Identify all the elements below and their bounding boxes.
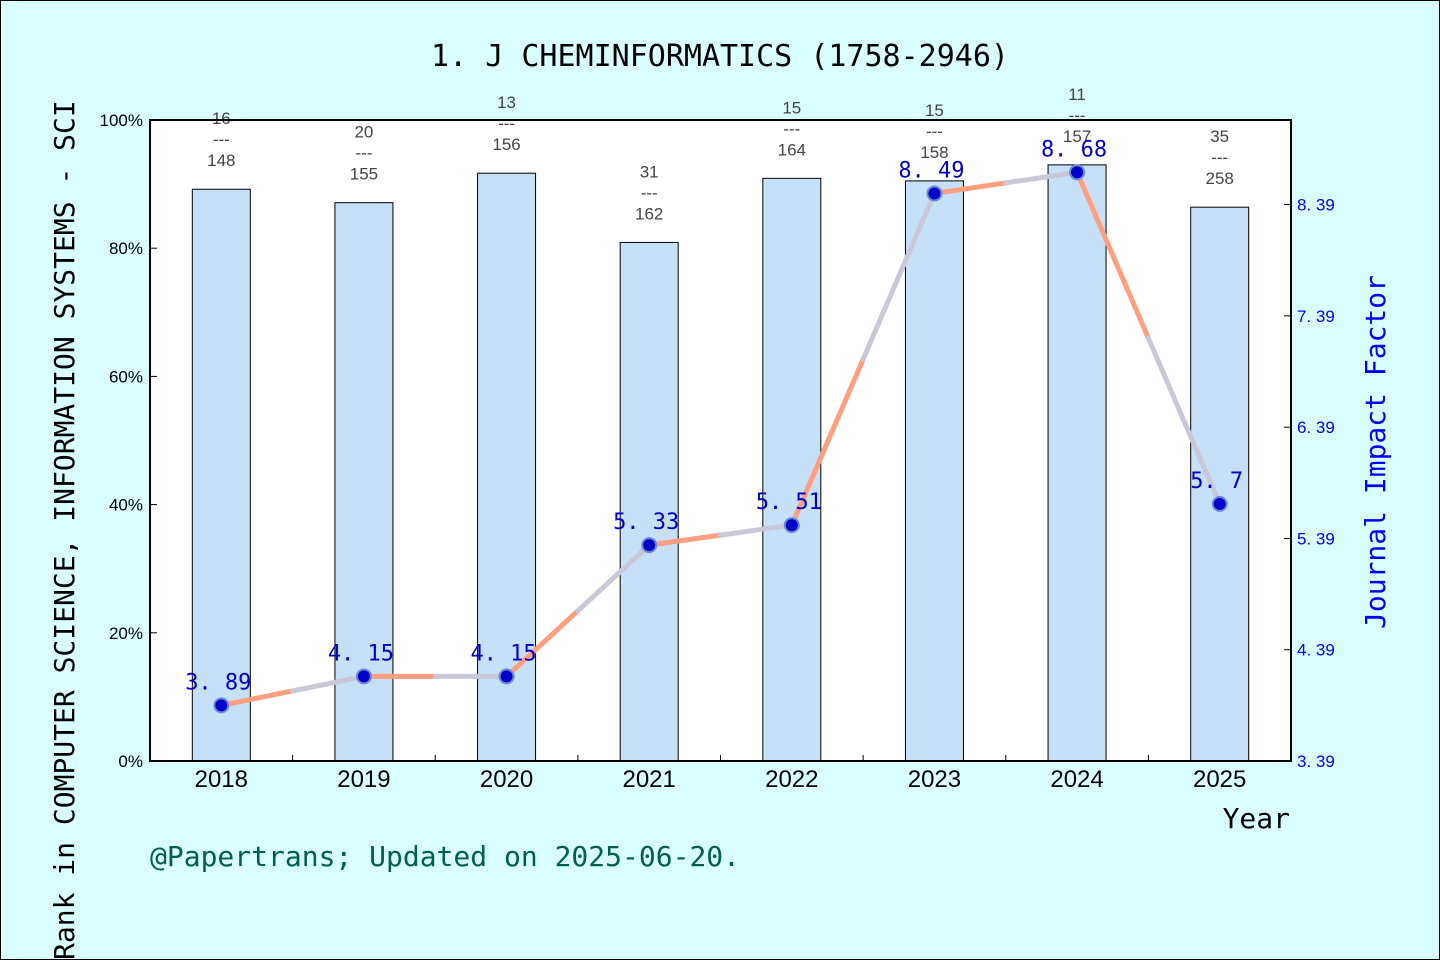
x-tick-label-2018: 2018 [195,766,248,793]
line-segment-2024-b [1145,335,1223,507]
x-tick-label-2019: 2019 [337,766,390,793]
footer-credit: @Papertrans; Updated on 2025-06-20. [150,840,740,873]
right-axis-title: Journal Impact Factor [1359,275,1392,629]
rank-dashes-2024: --- [1069,106,1086,125]
right-tick-label: 3. 39 [1297,752,1335,771]
jif-point-2021 [641,537,658,554]
bar-2025 [1190,206,1250,762]
x-tick-label-2021: 2021 [622,766,675,793]
line-segment-2020-a [504,608,581,679]
left-tick-label: 20% [109,624,143,643]
jif-label-2021: 5. 33 [613,510,679,535]
line-segment-2020-b [575,542,652,614]
jif-label-2025: 5. 7 [1190,469,1243,494]
line-segment-2023-a [931,180,1009,196]
rank-labels-layer: 16 --- 148 20 --- 155 13 --- 156 31 --- 162 15 --- 164… [207,85,1234,224]
rank-denominator-2024: 157 [1063,127,1091,146]
bar-2022 [762,177,822,762]
rank-numerator-2018: 16 [212,109,231,128]
rank-numerator-2022: 15 [782,98,801,117]
rank-denominator-2020: 156 [492,135,520,154]
left-axis-ticks: 0% 20% 40% 60% 80% 100% [100,111,157,771]
rank-denominator-2025: 258 [1206,169,1234,188]
line-segment-2023-b [1003,169,1080,186]
rank-dashes-2020: --- [498,114,515,133]
chart-title: 1. J CHEMINFORMATICS (1758-2946) [431,39,1009,74]
plot-area [150,120,1291,761]
left-tick-label: 40% [109,496,143,515]
line-segment-2018-b [290,673,367,694]
bar-2018 [191,188,251,762]
rank-dashes-2018: --- [213,130,230,149]
bar-2019 [334,202,394,762]
points-layer [213,164,1228,714]
bar-2021 [619,241,679,762]
line-segment-2021-a [646,532,723,548]
x-tick-label-2022: 2022 [765,766,818,793]
left-tick-label: 80% [109,239,143,258]
value-labels-layer: 3. 89 4. 15 4. 15 5. 33 5. 51 8. 49 8. 68 5. 7 [185,137,1243,695]
line-layer [218,169,1223,708]
bar-2020 [477,172,537,762]
rank-numerator-2019: 20 [354,123,373,142]
right-axis-ticks: 3. 39 4. 39 5. 39 6. 39 7. 39 8. 39 [1284,196,1335,771]
rank-numerator-2025: 35 [1210,127,1229,146]
jif-point-2019 [355,668,372,685]
left-tick-label: 0% [118,752,143,771]
bar-2023 [904,180,964,762]
line-segment-2024-a [1074,169,1151,341]
rank-denominator-2022: 164 [778,140,806,159]
line-segment-2018-a [218,688,296,708]
rank-dashes-2023: --- [926,122,943,141]
line-segment-2022-a [789,356,866,528]
x-axis-ticks: 2018 2019 2020 2021 2022 2023 2024 2025 [149,755,1292,793]
right-tick-label: 6. 39 [1297,418,1335,437]
left-tick-label: 60% [109,367,143,386]
rank-denominator-2018: 148 [207,151,235,170]
rank-numerator-2023: 15 [925,101,944,120]
x-tick-label-2023: 2023 [908,766,961,793]
bar-2024 [1047,164,1107,762]
right-tick-label: 4. 39 [1297,641,1335,660]
jif-point-2022 [783,517,800,534]
rank-denominator-2023: 158 [920,143,948,162]
jif-point-2020 [498,668,515,685]
jif-point-2023 [926,185,943,202]
x-tick-label-2025: 2025 [1193,766,1246,793]
jif-point-2024 [1069,164,1086,181]
jif-point-2018 [213,697,230,714]
line-segment-2021-b [718,522,795,538]
rank-numerator-2021: 31 [640,162,659,181]
x-axis-title: Year [1223,802,1290,835]
jif-label-2024: 8. 68 [1041,137,1107,162]
rank-denominator-2019: 155 [350,165,378,184]
rank-dashes-2022: --- [783,119,800,138]
rank-dashes-2025: --- [1211,148,1228,167]
left-tick-label: 100% [100,111,143,130]
left-axis-title: Rank in COMPUTER SCIENCE, INFORMATION SY… [48,100,81,960]
right-tick-label: 7. 39 [1297,307,1335,326]
rank-numerator-2020: 13 [497,93,516,112]
rank-numerator-2024: 11 [1068,85,1086,104]
rank-dashes-2019: --- [355,144,372,163]
x-tick-label-2020: 2020 [480,766,533,793]
right-tick-label: 8. 39 [1297,196,1335,215]
line-segment-2022-b [860,190,937,362]
jif-label-2023: 8. 49 [898,158,964,183]
x-tick-label-2024: 2024 [1050,766,1103,793]
jif-label-2018: 3. 89 [185,670,251,695]
right-tick-label: 5. 39 [1297,529,1335,548]
jif-point-2025 [1211,495,1228,512]
jif-label-2022: 5. 51 [756,490,822,515]
jif-label-2020: 4. 15 [470,641,536,666]
jif-label-2019: 4. 15 [328,641,394,666]
rank-denominator-2021: 162 [635,204,663,223]
rank-dashes-2021: --- [641,183,658,202]
